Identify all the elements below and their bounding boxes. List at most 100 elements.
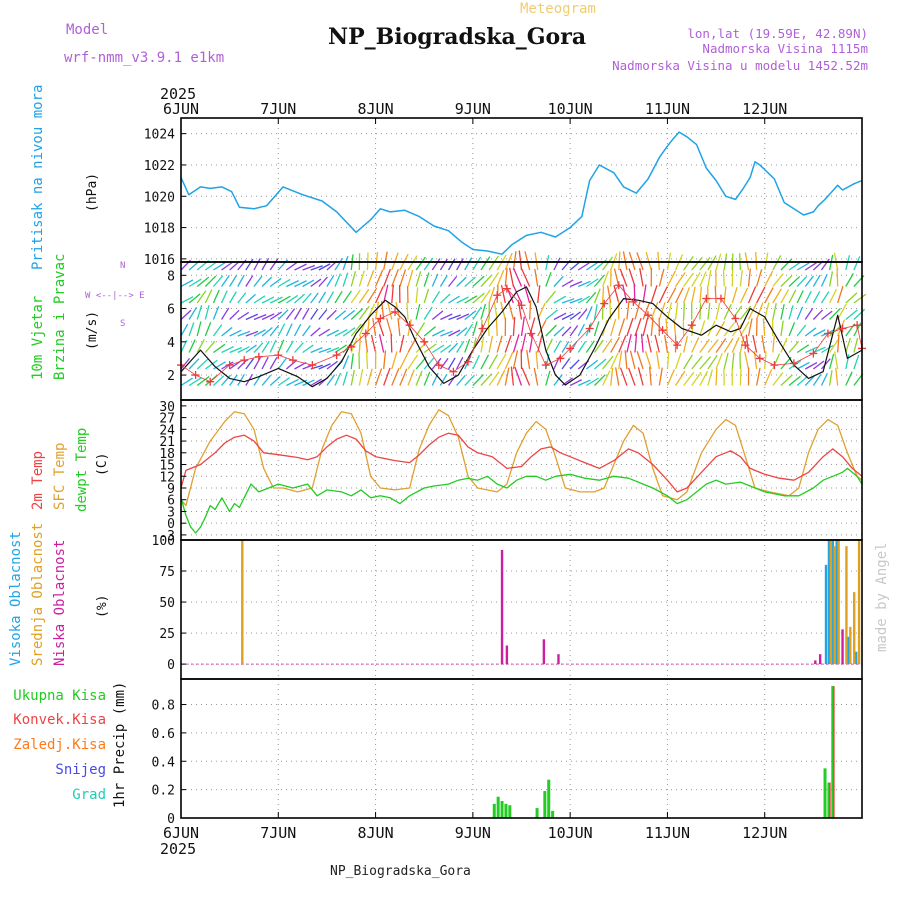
lonlat-label: lon,lat (19.59E, 42.89N): [687, 26, 868, 41]
wind-arrow: [205, 341, 215, 352]
wind-arrow: [667, 369, 674, 385]
wind-arrow: [627, 334, 631, 352]
wind-arrow: [854, 294, 866, 303]
cloud-bar: [506, 645, 508, 664]
wind-arrow: [319, 277, 328, 286]
wind-arrow: [424, 307, 432, 319]
x-label-top: 8JUN: [358, 100, 394, 118]
wind-arrow: [343, 291, 351, 303]
wind-arrow: [629, 252, 635, 270]
wind-arrow: [303, 308, 309, 319]
wind-arrow: [254, 258, 260, 270]
wind-arrow: [773, 372, 783, 385]
wind-arrow: [846, 372, 852, 386]
wind-arrow: [262, 258, 269, 270]
wind-arrow: [603, 287, 604, 303]
wind-arrow: [465, 339, 470, 352]
wind-arrow: [554, 341, 561, 353]
wind-arrow: [335, 258, 343, 270]
wind-arrow: [205, 322, 210, 336]
wind-arrow: [630, 351, 635, 369]
legend-snow: Snijeg: [55, 762, 106, 778]
wind-arrow: [416, 271, 421, 286]
precip-bar: [829, 783, 831, 818]
wind-arrow: [408, 270, 413, 286]
wind-arrow: [319, 310, 327, 320]
wind-arrow: [821, 373, 827, 385]
legend-total: Ukupna Kisa: [13, 688, 106, 704]
wind-arrow: [365, 335, 367, 352]
x-label-bottom: 10JUN: [548, 824, 593, 842]
wind-arrow: [246, 276, 253, 287]
wind-arrow: [359, 369, 362, 385]
wind-arrow: [684, 287, 690, 303]
series-layer: [177, 132, 866, 818]
wind-arrow: [619, 335, 626, 352]
cloud-bar: [834, 546, 836, 664]
wind-arrow: [611, 368, 613, 386]
cloud-bar: [825, 565, 827, 664]
wind-arrow: [732, 353, 734, 369]
wind-arrow: [525, 251, 530, 270]
wind-arrow: [837, 269, 838, 287]
wind-arrow: [449, 343, 458, 352]
wind-arrow: [511, 367, 513, 386]
wind-arrow: [745, 252, 748, 270]
wind-arrow: [392, 368, 399, 385]
wind-arrow: [508, 301, 513, 319]
wind-tick-label: 2: [167, 369, 175, 384]
wind-arrow: [473, 307, 482, 320]
wind-arrow: [238, 360, 247, 369]
wind-arrow: [489, 256, 498, 270]
wind-arrow: [392, 285, 394, 303]
wind-arrow: [724, 286, 726, 303]
wind-arrow: [380, 334, 384, 352]
wind-arrow: [616, 367, 619, 385]
cloud-bar: [557, 654, 559, 664]
wind-arrow: [407, 302, 408, 319]
wind-arrow: [781, 259, 792, 270]
x-label-bottom: 8JUN: [358, 824, 394, 842]
wind-arrow: [481, 257, 490, 270]
wind-arrow: [603, 339, 612, 353]
wind-arrow: [222, 291, 228, 303]
wind-arrow: [319, 292, 326, 303]
wind-arrow: [797, 325, 806, 336]
precip-bar: [508, 805, 511, 818]
wind-arrow: [724, 270, 725, 287]
wind-arrow: [611, 353, 618, 369]
cloud-bar: [858, 540, 860, 664]
wind-arrow: [424, 372, 430, 386]
wind-arrow: [189, 340, 195, 353]
wind-arrow: [246, 259, 253, 270]
wind-arrow: [643, 318, 648, 336]
grid-layer: [181, 118, 862, 818]
wind-arrow: [554, 276, 563, 286]
wind-arrow: [838, 335, 839, 353]
wind-arrow: [732, 337, 739, 352]
wind-arrow: [457, 341, 464, 352]
wind-arrow: [765, 369, 772, 385]
wind-arrow: [343, 328, 355, 336]
precip-bar: [501, 801, 504, 818]
wind-arrow: [623, 251, 626, 270]
precip-bar: [536, 808, 539, 818]
temp-ylabel-sfc: SFC Temp: [52, 443, 68, 510]
wind-arrow: [658, 252, 659, 270]
wind-arrow: [535, 269, 538, 287]
wind-arrow: [510, 268, 514, 287]
wind-arrow: [230, 292, 237, 303]
wind-arrow: [197, 322, 201, 336]
precip-bar: [493, 804, 496, 818]
wind-compass-north: N: [120, 261, 125, 271]
cloud-bar: [543, 639, 545, 664]
wind-arrow: [432, 274, 437, 287]
elevation-label: Nadmorska Visina 1115m: [702, 41, 868, 56]
wind-arrow: [513, 350, 517, 369]
wind-tick-label: 6: [167, 303, 175, 318]
wind-arrow: [838, 304, 847, 319]
wind-arrow: [838, 286, 843, 303]
wind-arrow: [384, 350, 386, 369]
precip-bar: [824, 768, 827, 818]
wind-arrow: [359, 271, 364, 287]
